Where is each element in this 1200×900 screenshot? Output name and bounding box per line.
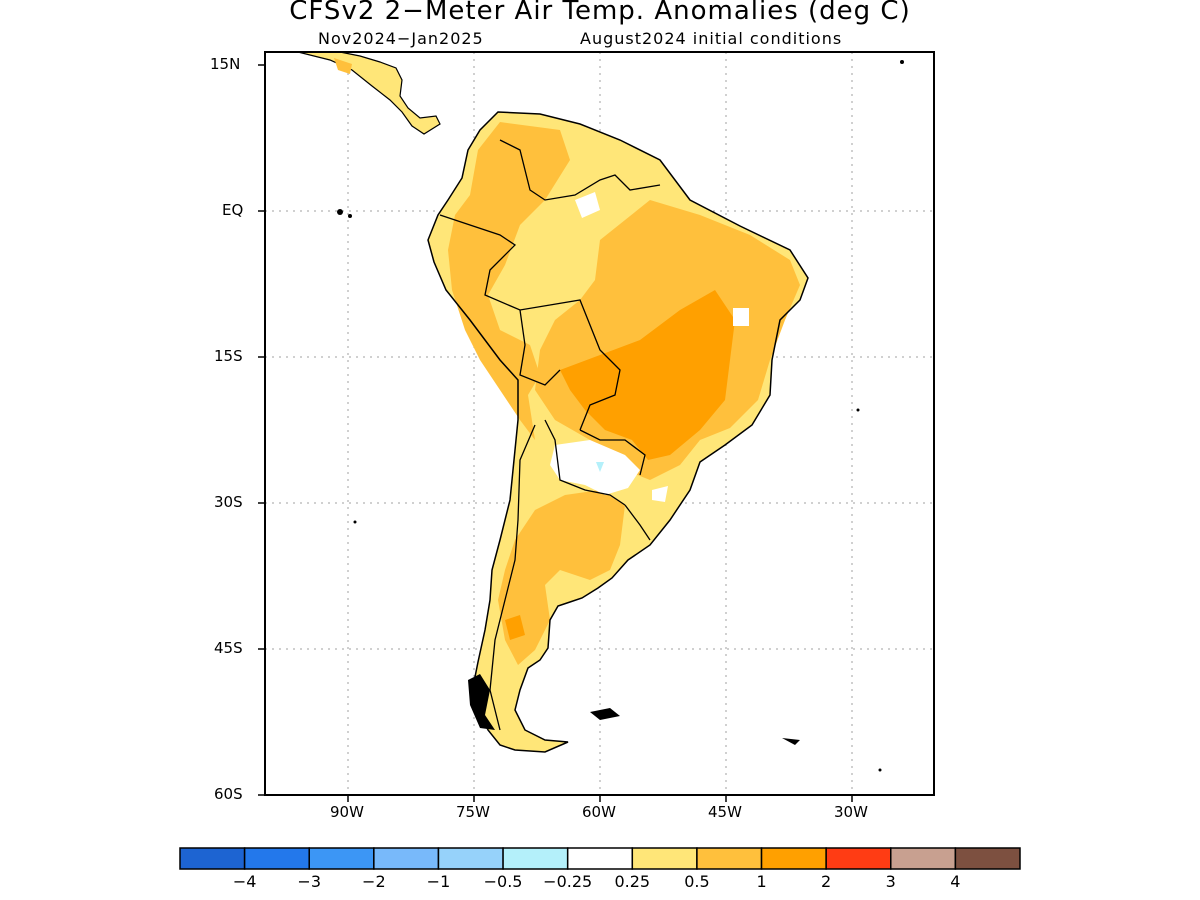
colorbar-label: 2 [821, 872, 832, 891]
northwest-andes-amazon [448, 122, 570, 440]
lat-label-30s: 30S [214, 493, 243, 511]
colorbar-swatch [954, 847, 1021, 870]
central-brazil-core [560, 290, 735, 460]
southern-andes-warm [505, 615, 525, 640]
central-america-warm [334, 58, 352, 74]
central-argentina [498, 490, 625, 665]
colorbar [179, 847, 1021, 870]
paraguay-chaco-neutral [550, 440, 640, 495]
colorbar-label: 4 [950, 872, 961, 891]
colorbar-label: 0.25 [614, 872, 651, 891]
tick-marks [258, 64, 853, 802]
colorbar-label: −4 [232, 872, 257, 891]
colorbar-label: −2 [362, 872, 386, 891]
colorbar-label: 1 [756, 872, 767, 891]
lat-label-60s: 60S [214, 785, 243, 803]
colorbar-swatch [566, 847, 634, 870]
central-america [297, 52, 441, 135]
colorbar-swatch [825, 847, 892, 870]
colorbar-label: −3 [297, 872, 322, 891]
venezuela-neutral [575, 192, 600, 218]
colorbar-label: 3 [885, 872, 896, 891]
islands [337, 60, 904, 772]
lon-label-30w: 30W [834, 803, 868, 821]
colorbar-swatch [502, 847, 569, 870]
period-label: Nov2024−Jan2025 [318, 29, 484, 48]
initial-conditions-label: August2024 initial conditions [580, 29, 843, 48]
colorbar-swatch [696, 847, 763, 870]
map-content [265, 52, 934, 795]
map-title: CFSv2 2−Meter Air Temp. Anomalies (deg C… [289, 0, 911, 26]
lon-label-60w: 60W [582, 803, 616, 821]
lat-label-eq: EQ [222, 201, 244, 219]
lon-label-45w: 45W [708, 803, 742, 821]
coastal-neutral [652, 486, 668, 502]
lat-label-15s: 15S [214, 347, 243, 365]
colorbar-swatch [631, 847, 698, 870]
colorbar-swatch [308, 847, 375, 870]
colorbar-label: −1 [426, 872, 451, 891]
country-borders [439, 139, 661, 731]
colorbar-swatch [437, 847, 504, 870]
colorbar-swatch [179, 847, 246, 870]
colorbar-swatch [890, 847, 957, 870]
lat-label-15n: 15N [210, 55, 241, 73]
colorbar-label: 0.5 [684, 872, 710, 891]
lat-label-45s: 45S [214, 639, 243, 657]
colorbar-swatch [760, 847, 827, 870]
coastline [427, 111, 809, 753]
lon-label-75w: 75W [456, 803, 490, 821]
east-brazil-neutral [733, 308, 749, 326]
colorbar-label: −0.25 [543, 872, 593, 891]
colorbar-swatch [373, 847, 440, 870]
paraguay-cool-spot [596, 462, 604, 472]
lon-label-90w: 90W [330, 803, 364, 821]
colorbar-swatch [243, 847, 310, 870]
colorbar-label: −0.5 [483, 872, 523, 891]
